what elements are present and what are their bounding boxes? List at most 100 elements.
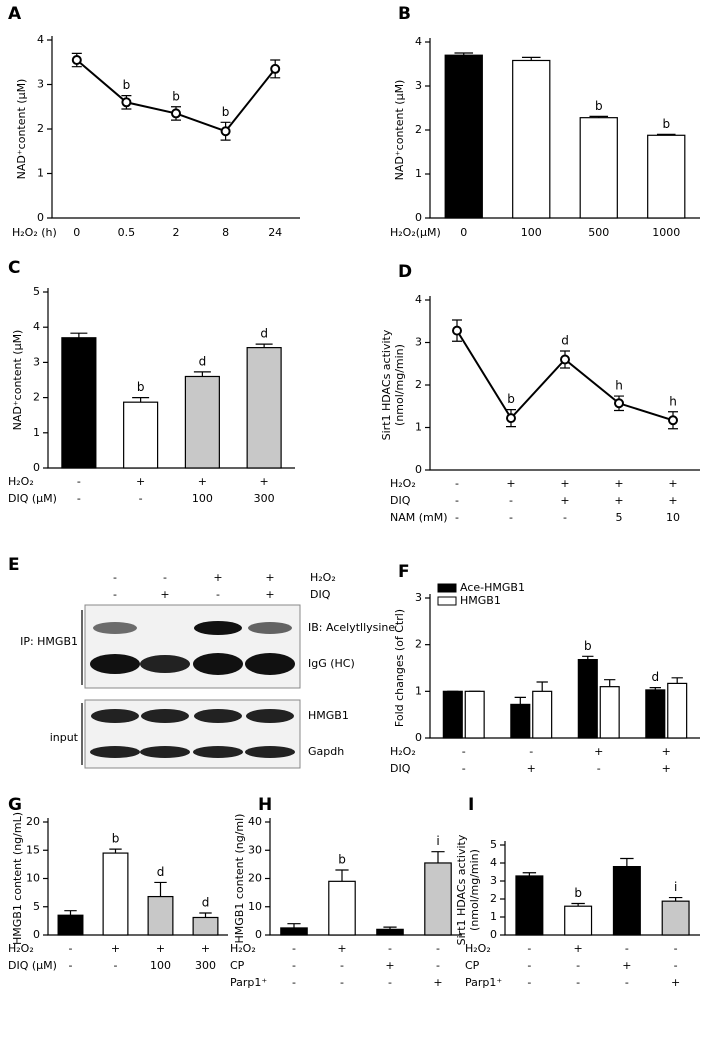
condition-label: H₂O₂ (390, 477, 416, 490)
y-tick-label: 3 (415, 79, 422, 92)
error-bar (287, 923, 301, 928)
condition-value: + (574, 942, 583, 955)
condition-label: DIQ (390, 494, 411, 507)
condition-value: - (69, 942, 73, 955)
y-tick-label: 0 (415, 463, 422, 476)
condition-value: + (265, 588, 274, 601)
panel-letter: I (468, 795, 474, 815)
y-tick-label: 30 (248, 843, 262, 856)
annotation: d (561, 334, 569, 348)
error-bar (64, 910, 77, 916)
annotation: d (651, 670, 659, 684)
condition-value: + (136, 475, 145, 488)
y-tick-label: 4 (415, 35, 422, 48)
bar (464, 690, 485, 739)
y-axis-label: Sirt1 HDACs activity (380, 329, 393, 440)
condition-label: NAM (mM) (390, 511, 448, 524)
y-tick-label: 3 (415, 336, 422, 349)
condition-value: 300 (254, 492, 275, 505)
annotation: i (674, 880, 677, 894)
annotation: d (202, 895, 210, 909)
row-label: Gapdh (308, 745, 344, 758)
annotation: i (436, 834, 439, 848)
bar (564, 905, 593, 936)
condition-value: + (662, 762, 671, 775)
y-tick-label: 2 (415, 123, 422, 136)
condition-value: 100 (192, 492, 213, 505)
condition-value: + (265, 571, 274, 584)
condition-value: + (160, 588, 169, 601)
condition-label: DIQ (μM) (8, 492, 57, 505)
row-label: IB: Acelytllysine (308, 621, 395, 634)
band (93, 622, 137, 634)
condition-value: - (436, 942, 440, 955)
condition-value: - (216, 588, 220, 601)
marker (220, 126, 231, 137)
bar (123, 401, 159, 469)
y-tick-label: 2 (490, 892, 497, 905)
x-axis-label: H₂O₂(μM) (390, 226, 441, 239)
condition-value: - (388, 976, 392, 989)
condition-value: - (509, 494, 513, 507)
condition-value: - (576, 959, 580, 972)
y-tick-label: 1 (33, 426, 40, 439)
annotation: b (172, 89, 180, 103)
condition-label: DIQ (μM) (8, 959, 57, 972)
annotation: d (157, 865, 165, 879)
x-tick-label: 2 (173, 226, 180, 239)
legend-swatch (437, 583, 457, 593)
condition-value: 100 (150, 959, 171, 972)
annotation: b (137, 380, 145, 394)
y-tick-label: 0 (415, 731, 422, 744)
panel-letter: D (398, 262, 412, 282)
annotation: b (112, 832, 120, 846)
condition-label: Parp1⁺ (465, 976, 502, 989)
error-bar (109, 848, 122, 854)
axes (51, 36, 300, 219)
condition-value: 300 (195, 959, 216, 972)
marker (452, 325, 462, 336)
condition-value: - (292, 976, 296, 989)
bar (184, 375, 220, 469)
x-tick-label: 0 (460, 226, 467, 239)
y-axis-label: NAD⁺content (μM) (11, 330, 24, 431)
bar (645, 689, 666, 739)
condition-label: DIQ (390, 762, 411, 775)
condition-value: + (506, 477, 515, 490)
bar (280, 927, 308, 936)
blot-box (84, 604, 301, 689)
annotation: h (669, 394, 677, 408)
x-tick-label: 0 (73, 226, 80, 239)
condition-value: - (139, 492, 143, 505)
annotation: b (662, 117, 670, 131)
condition-value: - (114, 959, 118, 972)
condition-value: + (260, 475, 269, 488)
panel-letter: E (8, 555, 20, 575)
y-tick-label: 4 (415, 293, 422, 306)
marker (614, 398, 624, 409)
bar (512, 59, 551, 219)
condition-value: 5 (616, 511, 623, 524)
condition-value: - (563, 511, 567, 524)
y-tick-label: 2 (415, 378, 422, 391)
condition-value: + (662, 745, 671, 758)
y-tick-label: 1 (415, 684, 422, 697)
condition-value: - (576, 976, 580, 989)
y-axis-label: Fold changes (of Ctrl) (393, 609, 406, 727)
group-label: IP: HMGB1 (20, 635, 78, 648)
bar (147, 895, 174, 936)
band (91, 709, 139, 723)
condition-value: - (163, 571, 167, 584)
error-bar (671, 677, 683, 684)
y-tick-label: 5 (490, 838, 497, 851)
y-tick-label: 3 (415, 591, 422, 604)
marker (71, 55, 82, 66)
bar (192, 916, 219, 936)
error-bar (199, 912, 212, 918)
y-axis-label: (nmol/mg/min) (393, 344, 406, 426)
bar (57, 914, 84, 936)
condition-value: - (340, 959, 344, 972)
condition-value: - (625, 976, 629, 989)
condition-value: + (622, 959, 631, 972)
